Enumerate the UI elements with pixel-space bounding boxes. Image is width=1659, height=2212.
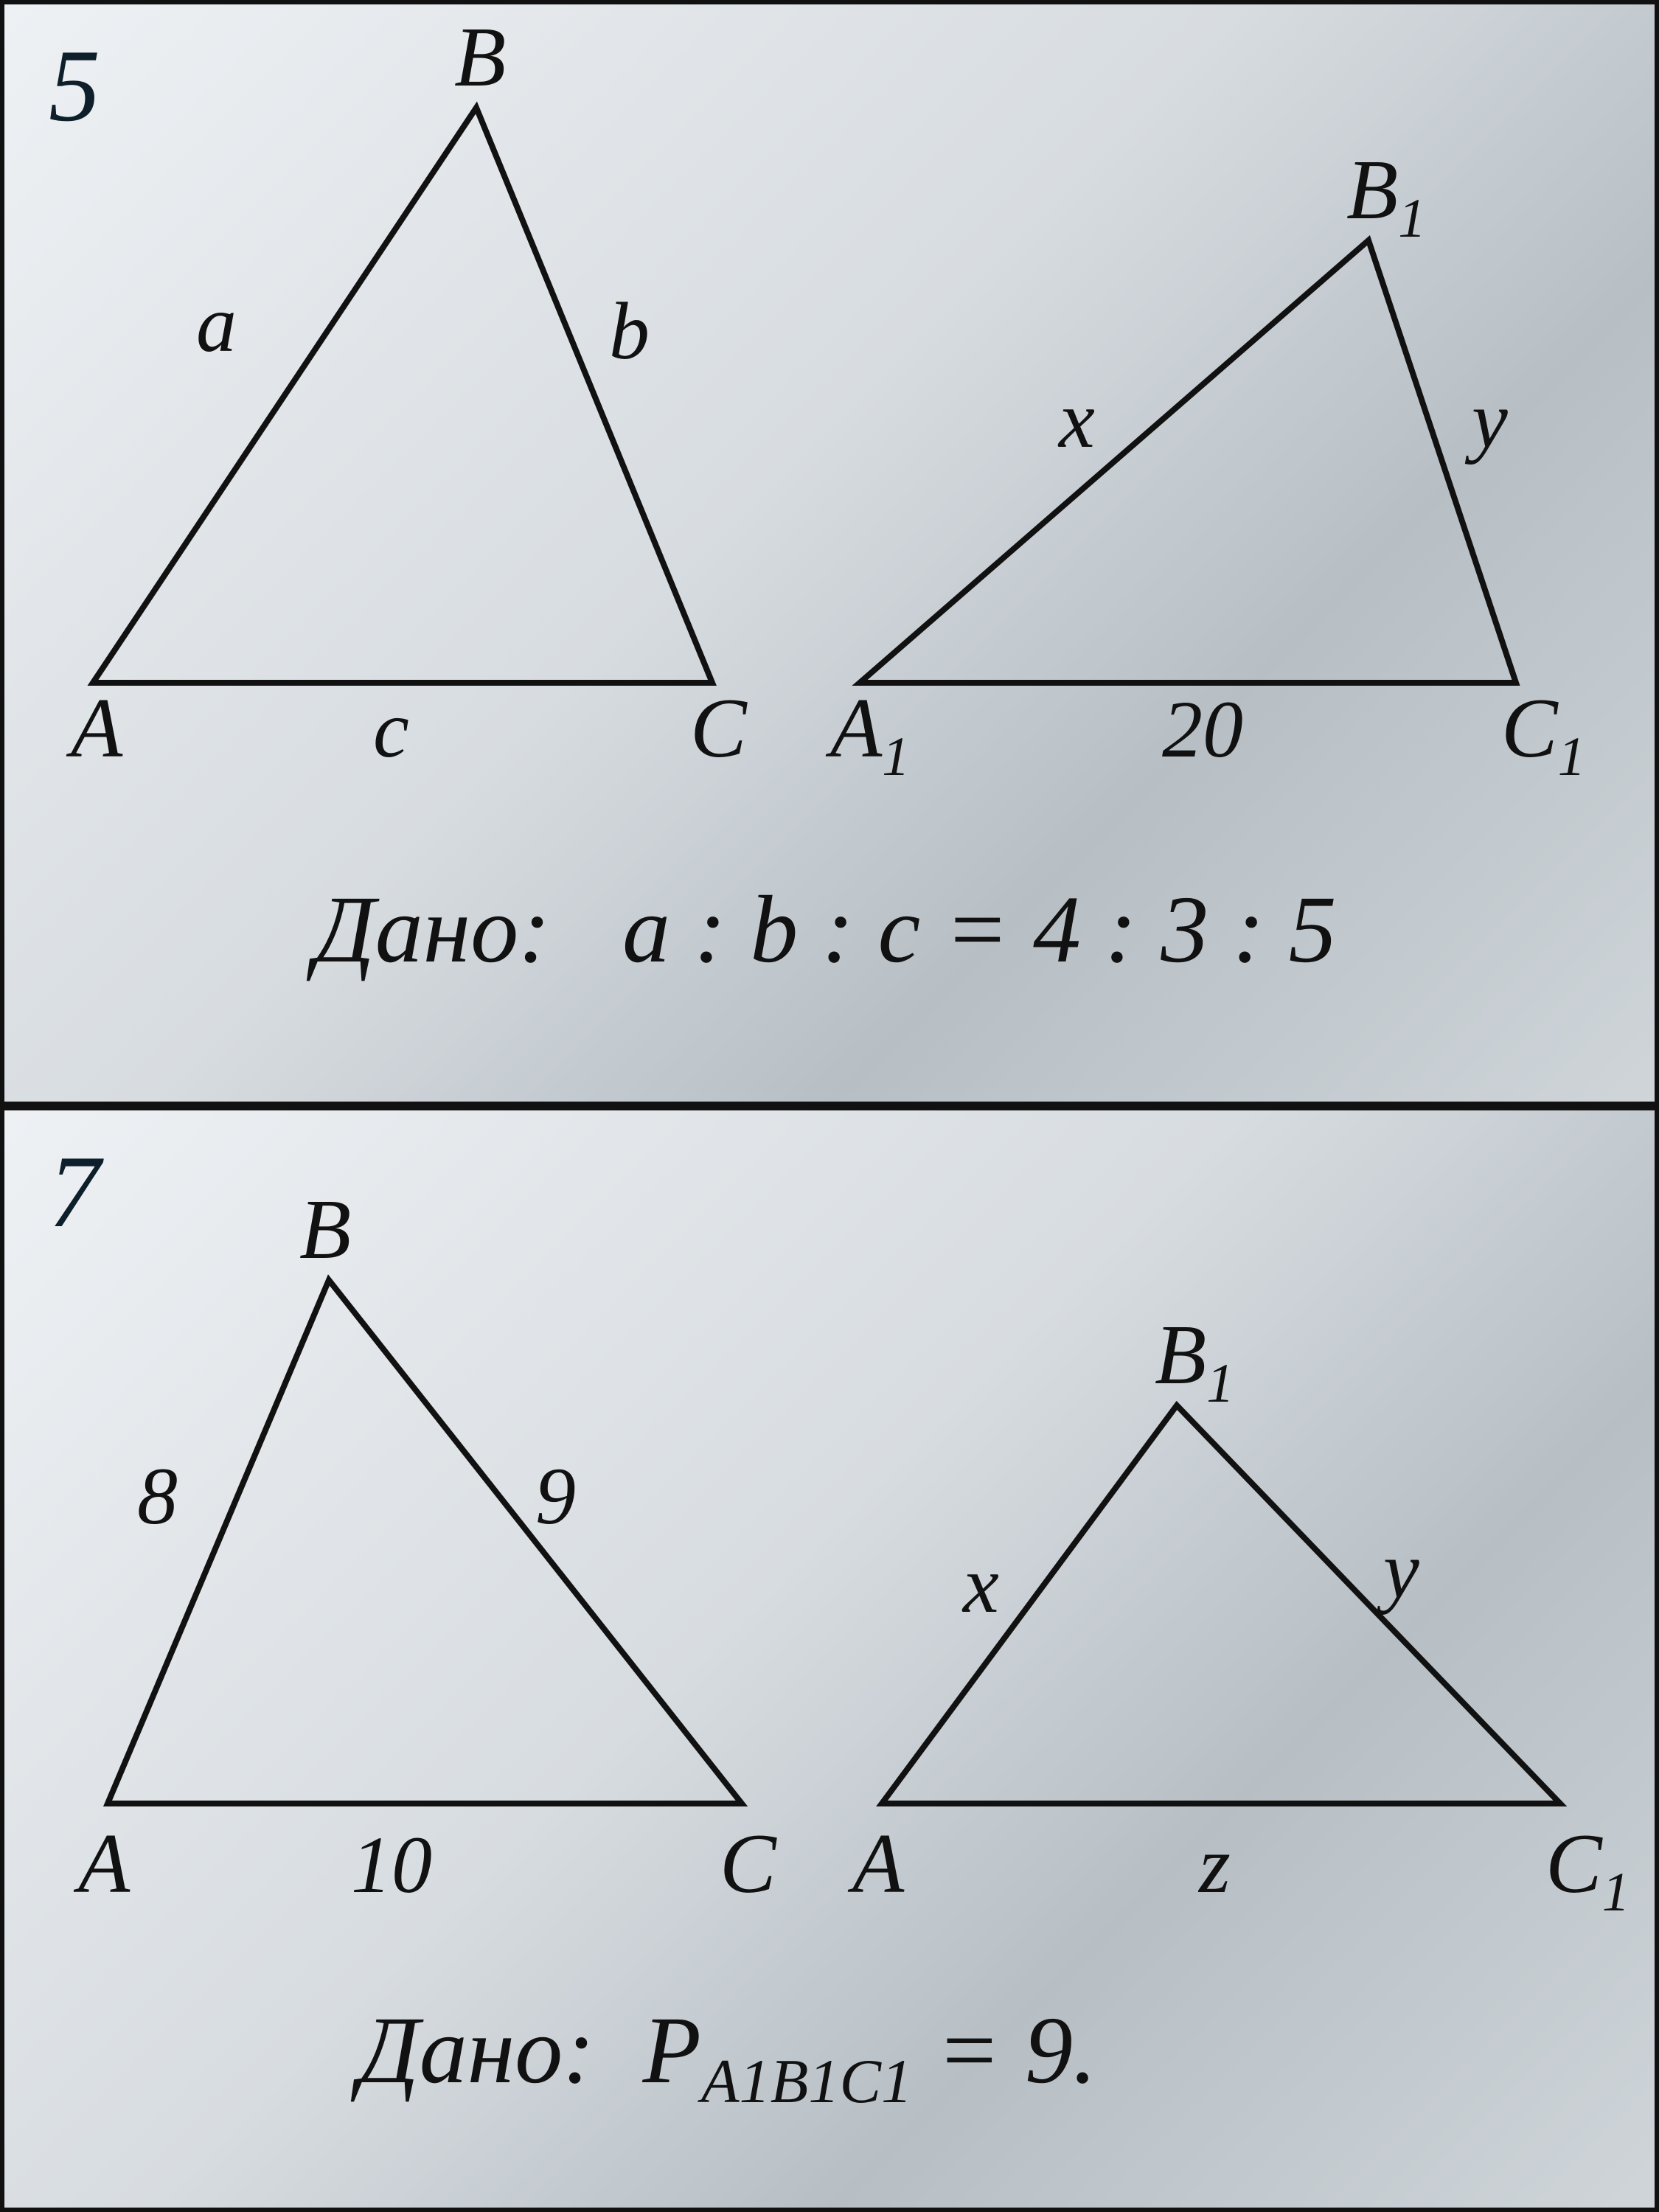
vertex-A: A — [73, 1817, 131, 1910]
triangle-abc — [93, 108, 712, 683]
vertex-A: A — [66, 681, 123, 775]
given-eq: = 9. — [912, 1997, 1096, 2104]
side-x: x — [961, 1540, 999, 1630]
problem-7: 7 A B C 8 9 10 A B1 C1 x y z Дано: PA — [0, 1106, 1659, 2212]
given-label: Дано: — [314, 877, 551, 983]
given-P: P — [643, 1997, 701, 2104]
vertex-C1: C1 — [1501, 681, 1585, 787]
side-x: x — [1057, 375, 1095, 465]
side-9: 9 — [535, 1451, 576, 1541]
triangle-abc — [108, 1280, 742, 1804]
given-7: Дано: PA1B1C1 = 9. — [358, 1995, 1097, 2118]
side-20: 20 — [1162, 684, 1243, 774]
side-z: z — [1197, 1820, 1231, 1910]
figure-7: A B C 8 9 10 A B1 C1 x y z — [4, 1110, 1659, 1958]
vertex-C: C — [690, 681, 748, 775]
side-c: c — [373, 684, 409, 774]
triangle-a1b1c1 — [860, 240, 1516, 683]
vertex-B: B — [299, 1183, 351, 1276]
given-P-sub: A1B1C1 — [701, 2048, 912, 2116]
problem-5: 5 A B C a b c A1 B1 C1 — [0, 0, 1659, 1106]
vertex-C1: C1 — [1545, 1817, 1630, 1923]
page: 5 A B C a b c A1 B1 C1 — [0, 0, 1659, 2212]
vertex-B: B — [454, 10, 506, 104]
side-b: b — [609, 286, 650, 376]
side-a: a — [196, 279, 237, 369]
vertex-C: C — [720, 1817, 777, 1910]
given-5: Дано: a : b : c = 4 : 3 : 5 — [314, 874, 1337, 985]
side-y: y — [1376, 1525, 1419, 1615]
figure-5: A B C a b c A1 B1 C1 x y 20 — [4, 4, 1659, 852]
side-y: y — [1464, 375, 1508, 465]
side-10: 10 — [351, 1820, 432, 1910]
vertex-B1: B1 — [1346, 143, 1426, 249]
vertex-A1: A1 — [825, 681, 910, 787]
side-8: 8 — [137, 1451, 178, 1541]
given-expr: a : b : c = 4 : 3 : 5 — [622, 877, 1337, 983]
vertex-B1: B1 — [1155, 1308, 1234, 1414]
given-label: Дано: — [358, 1997, 595, 2104]
vertex-A2: A — [847, 1817, 905, 1910]
